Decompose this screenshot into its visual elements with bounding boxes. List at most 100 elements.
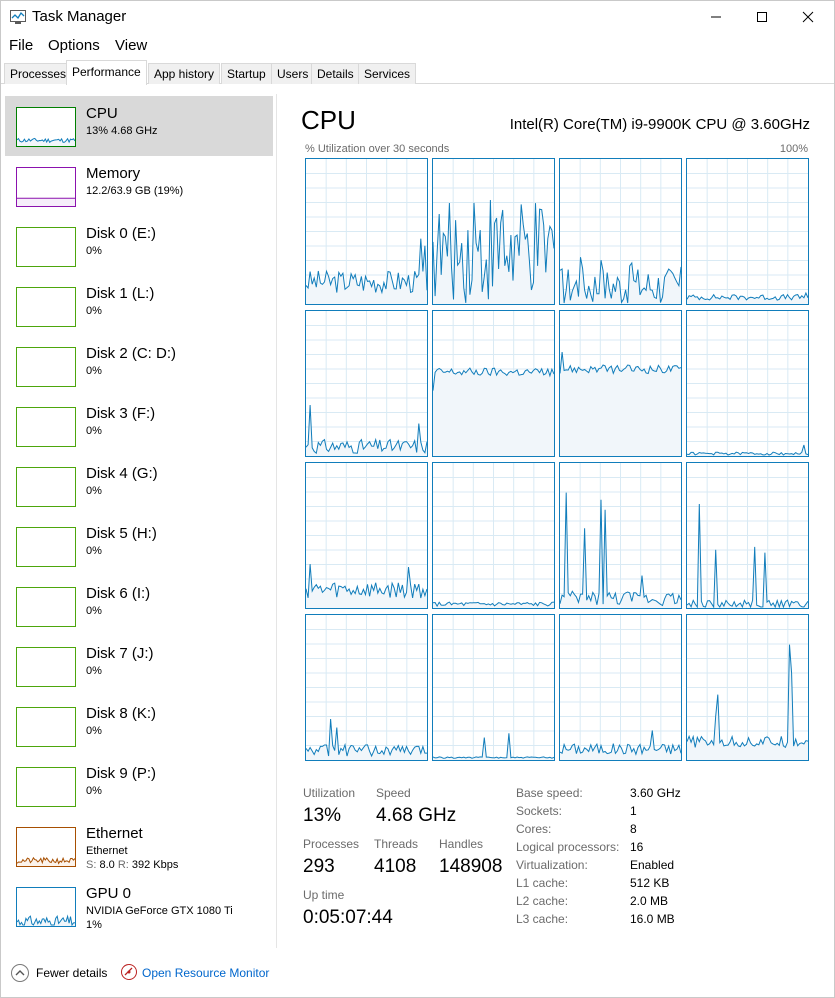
- utilization-graph-max: 100%: [779, 143, 808, 155]
- cpu-core-svg: [306, 311, 427, 456]
- sidebar-item-label: Disk 1 (L:): [86, 285, 155, 302]
- cpu-core-line: [433, 733, 554, 759]
- logical-processor-graph: [559, 158, 682, 305]
- cpu-core-svg: [306, 615, 427, 760]
- tab-users[interactable]: Users: [271, 63, 315, 84]
- sidebar-item-disk-1[interactable]: Disk 1 (L:) 0%: [5, 276, 273, 336]
- gpu-utilization: 1%: [86, 919, 102, 931]
- speed-value: 4.68 GHz: [376, 805, 457, 826]
- resource-sidebar: CPU 13% 4.68 GHz Memory 12.2/63.9 GB (19…: [5, 94, 277, 948]
- close-button[interactable]: [785, 1, 831, 33]
- tab-services[interactable]: Services: [358, 63, 417, 84]
- uptime-label: Up time: [303, 888, 345, 902]
- tab-performance[interactable]: Performance: [66, 60, 147, 85]
- tab-startup[interactable]: Startup: [221, 63, 272, 84]
- cpu-core-line: [560, 351, 681, 375]
- menu-view[interactable]: View: [115, 37, 148, 54]
- menu-file[interactable]: File: [9, 37, 34, 54]
- cpu-core-area: [560, 257, 681, 304]
- tab-app-history[interactable]: App history: [148, 63, 221, 84]
- sidebar-item-ethernet[interactable]: Ethernet Ethernet S: 8.0 R: 392 Kbps: [5, 816, 273, 876]
- info-label: Base speed:: [516, 786, 583, 800]
- logical-processor-graph: [432, 614, 555, 761]
- info-value: 512 KB: [630, 876, 670, 890]
- cpu-core-area: [433, 368, 554, 456]
- receive-label: R:: [117, 859, 129, 871]
- memory-thumb-area: [17, 198, 75, 206]
- fewer-details-link[interactable]: Fewer details: [36, 966, 108, 980]
- chevron-up-icon[interactable]: [11, 964, 29, 982]
- info-value: 3.60 GHz: [630, 786, 681, 800]
- receive-value: 392 Kbps: [131, 859, 179, 871]
- disk-thumbnail-graph: [16, 527, 76, 567]
- minimize-button[interactable]: [693, 1, 739, 33]
- tab-details[interactable]: Details: [311, 63, 360, 84]
- sidebar-item-disk-8[interactable]: Disk 8 (K:) 0%: [5, 696, 273, 756]
- disk-thumbnail-graph: [16, 707, 76, 747]
- processes-value: 293: [303, 856, 335, 877]
- resource-monitor-icon[interactable]: [121, 964, 137, 980]
- cpu-core-line: [306, 718, 427, 758]
- sidebar-item-label: Disk 4 (G:): [86, 465, 158, 482]
- sidebar-item-value: 0%: [86, 605, 102, 617]
- sidebar-item-gpu[interactable]: GPU 0 NVIDIA GeForce GTX 1080 Ti 1%: [5, 876, 273, 936]
- sidebar-item-value: 12.2/63.9 GB (19%): [86, 185, 184, 197]
- info-value: 1: [630, 804, 637, 818]
- sidebar-item-label: Memory: [86, 165, 141, 182]
- info-label: Cores:: [516, 822, 552, 836]
- logical-processor-graph: [432, 158, 555, 305]
- ethernet-adapter-name: Ethernet: [86, 845, 128, 857]
- cpu-core-line: [433, 367, 554, 391]
- sidebar-item-label: Disk 5 (H:): [86, 525, 157, 542]
- logical-processor-graph: [432, 462, 555, 609]
- logical-processor-graph: [559, 462, 682, 609]
- sidebar-item-value: 0%: [86, 665, 102, 677]
- tab-bar: Processes Performance App history Startu…: [1, 60, 834, 85]
- sidebar-item-disk-7[interactable]: Disk 7 (J:) 0%: [5, 636, 273, 696]
- sidebar-item-label: Disk 9 (P:): [86, 765, 157, 782]
- info-value: 8: [630, 822, 637, 836]
- sidebar-item-label: Disk 7 (J:): [86, 645, 154, 662]
- cpu-model: Intel(R) Core(TM) i9-9900K CPU @ 3.60GHz: [509, 116, 810, 133]
- sidebar-item-value: 0%: [86, 785, 102, 797]
- cpu-core-svg: [687, 615, 808, 760]
- utilization-label: Utilization: [303, 786, 356, 800]
- threads-label: Threads: [374, 837, 419, 851]
- sidebar-item-disk-3[interactable]: Disk 3 (F:) 0%: [5, 396, 273, 456]
- sidebar-item-memory[interactable]: Memory 12.2/63.9 GB (19%): [5, 156, 273, 216]
- cpu-core-svg: [687, 463, 808, 608]
- cpu-core-svg: [560, 463, 681, 608]
- cpu-core-line: [306, 564, 427, 599]
- sidebar-item-disk-2[interactable]: Disk 2 (C: D:) 0%: [5, 336, 273, 396]
- page-title: CPU: [301, 105, 356, 135]
- cpu-core-line: [306, 404, 427, 455]
- sidebar-item-label: Disk 2 (C: D:): [86, 345, 176, 362]
- ethernet-throughput: S: 8.0 R: 392 Kbps: [86, 859, 178, 871]
- maximize-button[interactable]: [739, 1, 785, 33]
- memory-thumb-svg: [17, 197, 75, 206]
- menu-options[interactable]: Options: [48, 37, 100, 54]
- handles-value: 148908: [439, 856, 503, 877]
- sidebar-item-cpu[interactable]: CPU 13% 4.68 GHz: [5, 96, 273, 156]
- send-label: S:: [86, 859, 97, 871]
- sidebar-item-disk-9[interactable]: Disk 9 (P:) 0%: [5, 756, 273, 816]
- footer: Fewer details Open Resource Monitor: [1, 957, 834, 989]
- tab-processes[interactable]: Processes: [4, 63, 73, 84]
- open-resource-monitor-link[interactable]: Open Resource Monitor: [142, 966, 270, 980]
- sidebar-item-disk-6[interactable]: Disk 6 (I:) 0%: [5, 576, 273, 636]
- cpu-core-line: [433, 199, 554, 303]
- logical-processor-graph: [686, 614, 809, 761]
- cpu-core-line: [560, 257, 681, 304]
- utilization-graph-label: % Utilization over 30 seconds: [305, 143, 450, 155]
- ethernet-thumb-line: [17, 856, 75, 865]
- ethernet-thumbnail-graph: [16, 827, 76, 867]
- sidebar-item-disk-0[interactable]: Disk 0 (E:) 0%: [5, 216, 273, 276]
- sidebar-item-disk-4[interactable]: Disk 4 (G:) 0%: [5, 456, 273, 516]
- logical-processor-graphs[interactable]: [305, 158, 809, 761]
- cpu-core-area: [306, 564, 427, 608]
- sidebar-item-label: Disk 0 (E:): [86, 225, 157, 242]
- sidebar-item-disk-5[interactable]: Disk 5 (H:) 0%: [5, 516, 273, 576]
- sidebar-item-value: 0%: [86, 545, 102, 557]
- cpu-core-area: [560, 730, 681, 760]
- sidebar-item-label: CPU: [86, 105, 118, 122]
